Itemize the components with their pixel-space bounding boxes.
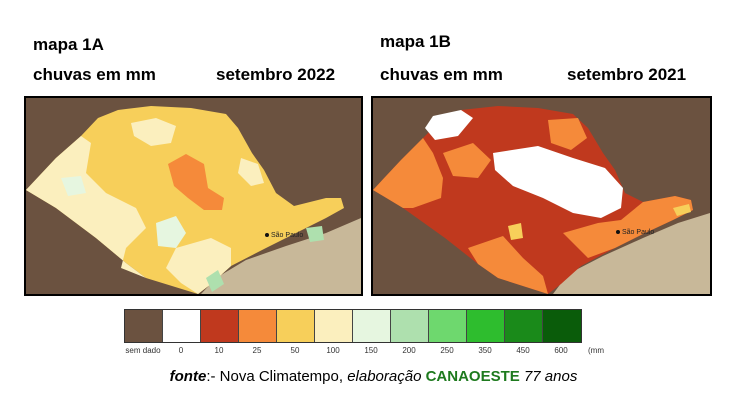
map-b-title: mapa 1B bbox=[380, 32, 451, 51]
zone-25mm-west bbox=[373, 138, 443, 208]
legend-swatch bbox=[353, 310, 391, 342]
state-outline bbox=[26, 106, 344, 294]
rainfall-legend bbox=[124, 309, 582, 343]
legend-swatch bbox=[505, 310, 543, 342]
legend-swatch bbox=[163, 310, 201, 342]
legend-swatch bbox=[315, 310, 353, 342]
zone-200mm-south bbox=[206, 270, 224, 292]
rainfall-map-b: São Paulo bbox=[371, 96, 712, 296]
rainfall-map-a: São Paulo bbox=[24, 96, 363, 296]
zone-0mm-northwest bbox=[425, 110, 473, 140]
legend-tick-label: 450 bbox=[516, 346, 530, 355]
source-org: CANAOESTE bbox=[425, 368, 520, 385]
legend-swatch bbox=[201, 310, 239, 342]
legend-tick-label: 150 bbox=[364, 346, 378, 355]
zone-0mm-center bbox=[493, 146, 623, 218]
source-suffix: 77 anos bbox=[523, 368, 578, 385]
legend-tick-label: sem dado bbox=[125, 346, 161, 355]
legend-tick-label: 25 bbox=[252, 346, 262, 355]
legend-unit: (mm bbox=[588, 346, 604, 355]
legend-tick-label: 0 bbox=[178, 346, 184, 355]
source-prefix: :- Nova Climatempo, bbox=[206, 368, 348, 385]
zone-25mm-coast bbox=[563, 196, 693, 258]
map-a-title: mapa 1A bbox=[33, 35, 104, 54]
map-b-subtitle: chuvas em mm bbox=[380, 65, 503, 84]
legend-tick-label: 100 bbox=[326, 346, 340, 355]
legend-tick-label: 50 bbox=[290, 346, 300, 355]
city-marker bbox=[616, 230, 620, 234]
legend-tick-label: 350 bbox=[478, 346, 492, 355]
source-label: fonte bbox=[169, 368, 207, 385]
map-b-date: setembro 2021 bbox=[567, 65, 687, 84]
city-label: São Paulo bbox=[271, 232, 303, 239]
legend-swatch bbox=[125, 310, 163, 342]
zone-100mm-west bbox=[26, 136, 146, 278]
legend-swatch bbox=[391, 310, 429, 342]
zone-150mm-center bbox=[156, 216, 186, 248]
zone-50mm-coast bbox=[673, 204, 691, 216]
zone-50mm-center bbox=[508, 223, 523, 240]
source-elaboration: elaboração bbox=[347, 368, 422, 385]
legend-swatch bbox=[543, 310, 581, 342]
legend-swatch bbox=[277, 310, 315, 342]
legend-swatch bbox=[429, 310, 467, 342]
legend-tick-label: 250 bbox=[440, 346, 454, 355]
legend-tick-label: 10 bbox=[214, 346, 224, 355]
zone-25mm-core bbox=[168, 154, 224, 210]
map-a-subtitle: chuvas em mm bbox=[33, 65, 156, 84]
legend-swatch bbox=[467, 310, 505, 342]
ocean-area bbox=[553, 213, 710, 294]
zone-100mm-north bbox=[131, 118, 176, 146]
city-marker bbox=[265, 233, 269, 237]
legend-swatch bbox=[239, 310, 277, 342]
source-caption: fonte:- Nova Climatempo, elaboração CANA… bbox=[0, 368, 747, 385]
map-a-date: setembro 2022 bbox=[216, 65, 336, 84]
zone-25mm-northwest bbox=[443, 143, 491, 178]
zone-25mm-north bbox=[548, 118, 587, 150]
zone-100mm-east bbox=[238, 158, 264, 186]
city-label: São Paulo bbox=[622, 229, 654, 236]
legend-tick-label: 200 bbox=[402, 346, 416, 355]
zone-25mm-south bbox=[468, 236, 548, 294]
legend-tick-label: 600 bbox=[554, 346, 568, 355]
zone-200mm-coast bbox=[306, 226, 324, 242]
zone-150mm-west bbox=[61, 176, 86, 196]
